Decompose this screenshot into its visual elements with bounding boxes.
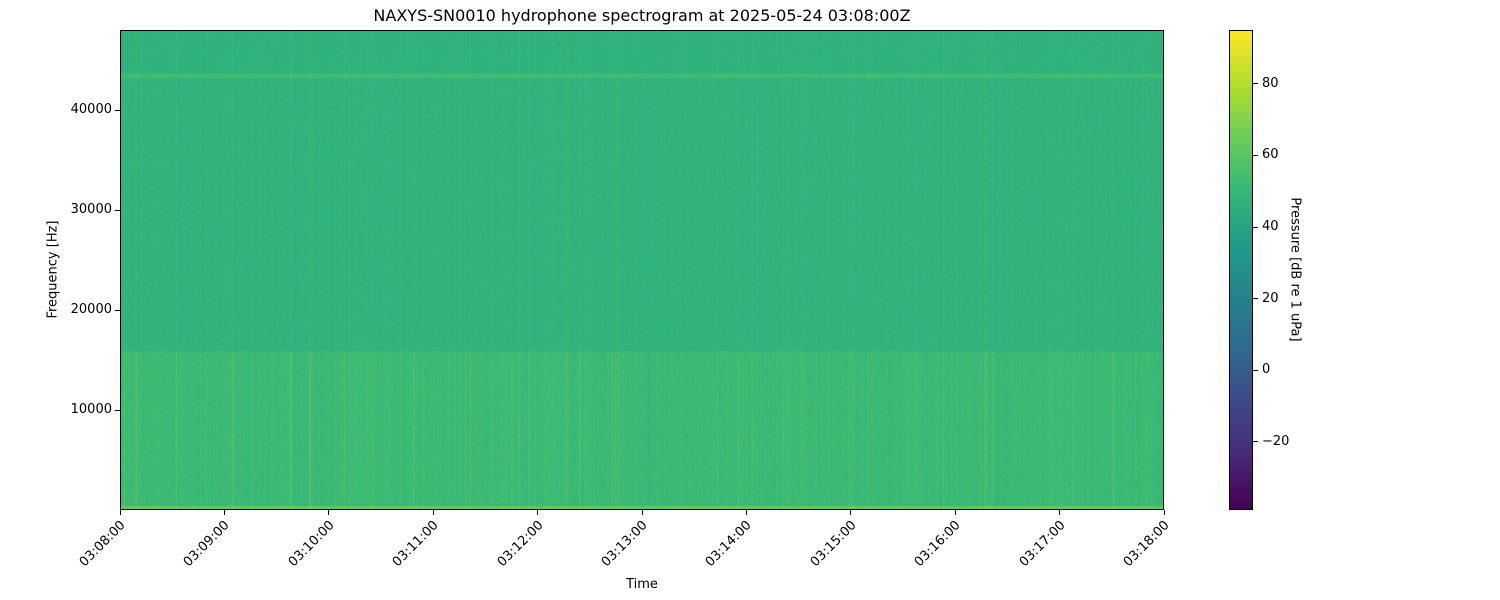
chart-title: NAXYS-SN0010 hydrophone spectrogram at 2… bbox=[373, 6, 911, 25]
y-tick-label: 40000 bbox=[70, 102, 112, 117]
y-tick-label: 10000 bbox=[70, 402, 112, 417]
colorbar-tick-mark bbox=[1253, 369, 1258, 371]
x-tick-label: 03:09:00 bbox=[181, 518, 233, 570]
y-tick-mark bbox=[115, 109, 120, 111]
colorbar-tick-label: 80 bbox=[1262, 75, 1279, 91]
x-tick-label: 03:15:00 bbox=[807, 518, 860, 570]
x-tick-label: 03:16:00 bbox=[911, 518, 964, 570]
x-tick-label: 03:11:00 bbox=[389, 518, 442, 570]
x-tick-mark bbox=[641, 510, 643, 515]
x-axis-label: Time bbox=[626, 577, 658, 592]
x-tick-mark bbox=[745, 510, 747, 515]
x-tick-mark bbox=[954, 510, 956, 515]
colorbar-tick-label: 20 bbox=[1262, 290, 1279, 306]
y-tick-label: 30000 bbox=[70, 202, 112, 217]
y-tick-mark bbox=[115, 309, 120, 311]
colorbar-tick-mark bbox=[1253, 154, 1258, 156]
x-tick-mark bbox=[432, 510, 434, 515]
x-tick-mark bbox=[223, 510, 225, 515]
colorbar-tick-label: −20 bbox=[1262, 433, 1290, 449]
colorbar-frame bbox=[1229, 30, 1253, 510]
colorbar-label: Pressure [dB re 1 uPa] bbox=[1287, 197, 1303, 342]
spectrogram-image bbox=[120, 30, 1164, 510]
x-tick-mark bbox=[328, 510, 330, 515]
x-tick-label: 03:08:00 bbox=[76, 518, 129, 570]
x-tick-mark bbox=[119, 510, 121, 515]
x-tick-label: 03:13:00 bbox=[598, 518, 651, 570]
x-tick-label: 03:14:00 bbox=[703, 518, 755, 570]
x-tick-label: 03:17:00 bbox=[1016, 518, 1069, 570]
colorbar-tick-label: 0 bbox=[1262, 362, 1271, 378]
colorbar-tick-mark bbox=[1253, 298, 1258, 300]
x-tick-mark bbox=[1163, 510, 1165, 515]
x-tick-label: 03:18:00 bbox=[1120, 518, 1173, 570]
x-tick-mark bbox=[850, 510, 852, 515]
colorbar-tick-mark bbox=[1253, 441, 1258, 443]
y-tick-label: 20000 bbox=[70, 302, 112, 317]
x-tick-mark bbox=[537, 510, 539, 515]
x-tick-mark bbox=[1059, 510, 1061, 515]
colorbar-tick-mark bbox=[1253, 226, 1258, 228]
y-tick-mark bbox=[115, 209, 120, 211]
x-tick-label: 03:10:00 bbox=[285, 518, 338, 570]
colorbar bbox=[1229, 30, 1253, 510]
x-tick-label: 03:12:00 bbox=[494, 518, 547, 570]
colorbar-tick-label: 60 bbox=[1262, 147, 1279, 163]
y-tick-mark bbox=[115, 409, 120, 411]
colorbar-tick-label: 40 bbox=[1262, 219, 1279, 234]
colorbar-tick-mark bbox=[1253, 83, 1258, 85]
plot-frame bbox=[120, 30, 1164, 510]
